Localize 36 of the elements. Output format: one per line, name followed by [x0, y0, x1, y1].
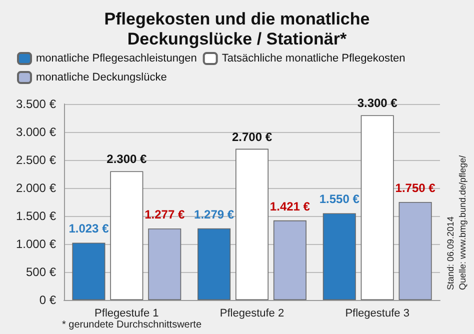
bar [360, 115, 394, 300]
y-tick-label: 0 € [39, 293, 56, 307]
data-label: 2.700 € [232, 130, 272, 144]
text: * gerundete Durchschnittswerte [62, 320, 202, 330]
y-tick-label: 1.000 € [16, 237, 56, 251]
y-tick-label: 1.500 € [16, 209, 56, 223]
y-tick-label: 500 € [26, 265, 56, 279]
legend-label: monatliche Pflegesachleistungen [36, 52, 197, 64]
data-label: 1.277 € [144, 207, 185, 222]
x-tick-label: Pflegestufe 2 [220, 308, 284, 320]
bar [72, 242, 106, 300]
chart-title: Pflegekosten und die monatliche Deckungslücke / Stationär* [104, 10, 370, 48]
data-label: 1.279 € [194, 207, 234, 222]
y-tick-label: 2.000 € [16, 181, 56, 195]
y-tick-label: 3.500 € [16, 97, 56, 111]
data-label: 1.550 € [319, 192, 360, 206]
bar [236, 148, 268, 300]
bar [398, 202, 432, 300]
data-label: 1.023 € [68, 222, 110, 236]
source-note: Quelle: www.bmg.bund.de/pflege/ [458, 154, 468, 290]
bar [273, 220, 306, 300]
data-label: 2.300 € [106, 152, 148, 166]
data-label: 1.421 € [270, 199, 310, 214]
data-label: 1.750 € [395, 181, 436, 195]
bar [110, 171, 144, 300]
text: Stand: 06.09.2014 [446, 216, 456, 290]
y-tick-label: 2.500 € [16, 153, 56, 167]
data-label: 3.300 € [357, 96, 398, 110]
legend-label: monatliche Deckungslücke [36, 72, 167, 84]
x-tick-label: Pflegestufe 1 [94, 308, 159, 320]
bar [148, 228, 182, 300]
legend-label: Tatsächliche monatliche Pflegekosten [222, 52, 406, 64]
x-tick-label: Pflegestufe 3 [345, 308, 410, 320]
bar [322, 213, 356, 300]
y-tick-label: 3.000 € [16, 125, 56, 139]
bar [198, 228, 231, 300]
